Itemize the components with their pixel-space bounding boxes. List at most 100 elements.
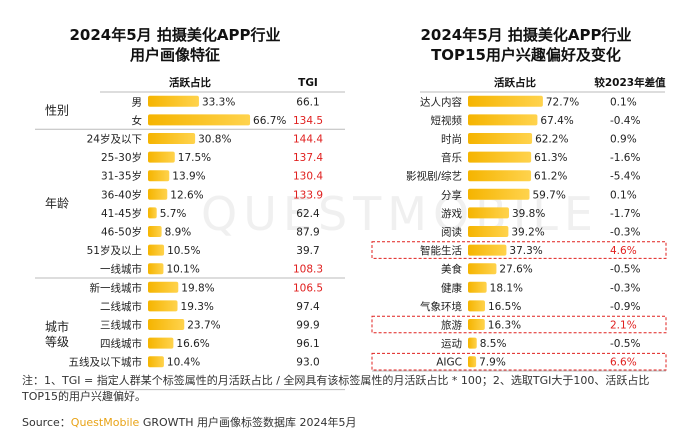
source-text: GROWTH 用户画像标签数据库 2024年5月 (139, 416, 357, 429)
left-col-header-active: 活跃占比 (169, 76, 211, 89)
right-category-label: AIGC (436, 357, 462, 369)
left-value-label: 66.7% (253, 115, 286, 127)
left-tgi-value: 144.4 (293, 134, 323, 146)
right-value-label: 72.7% (546, 96, 579, 108)
right-bar (468, 207, 509, 219)
left-bar (148, 95, 199, 107)
right-diff-value: -1.7% (610, 208, 640, 220)
right-category-label: 音乐 (441, 151, 462, 164)
left-category-label: 一线城市 (100, 263, 142, 276)
right-category-label: 旅游 (441, 319, 462, 332)
source-line: Source：QuestMobile GROWTH 用户画像标签数据库 2024… (22, 414, 357, 430)
left-category-label: 男 (132, 96, 143, 108)
right-value-label: 18.1% (490, 282, 523, 294)
right-diff-value: 2.1% (610, 320, 637, 332)
right-bar (468, 337, 477, 349)
left-tgi-value: 108.3 (293, 264, 323, 276)
left-tgi-value: 87.9 (296, 227, 319, 239)
left-category-label: 46-50岁 (101, 226, 142, 239)
right-diff-value: -1.6% (610, 152, 640, 164)
right-category-label: 阅读 (441, 226, 462, 239)
right-chart-title-line1: 2024年5月 拍摄美化APP行业 (420, 26, 631, 44)
left-tgi-value: 39.7 (296, 245, 319, 257)
right-col-header-diff: 较2023年差值 (594, 76, 666, 89)
right-bar (468, 95, 543, 107)
left-bar (148, 281, 179, 293)
right-value-label: 61.3% (534, 152, 567, 164)
left-value-label: 10.1% (166, 264, 199, 276)
footnote: 注：1、TGI = 指定人群某个标签属性的月活跃占比 / 全网具有该标签属性的月… (22, 374, 650, 403)
right-bar (468, 244, 507, 256)
right-highlight-box (371, 315, 667, 334)
left-bar (148, 207, 157, 219)
right-category-label: 影视剧/综艺 (406, 170, 462, 183)
right-bar (468, 281, 487, 293)
right-bar (468, 114, 538, 126)
left-col-header-tgi: TGI (298, 77, 318, 89)
left-value-label: 19.8% (181, 282, 214, 294)
right-chart-title-line2: TOP15用户兴趣偏好及变化 (431, 46, 621, 64)
right-bar (468, 319, 485, 330)
right-category-label: 美食 (441, 263, 462, 276)
right-diff-value: -5.4% (610, 171, 640, 183)
left-bar (148, 337, 174, 349)
right-diff-value: -0.5% (610, 338, 640, 350)
left-tgi-value: 96.1 (296, 338, 319, 350)
right-bar (468, 133, 533, 144)
left-category-label: 五线及以下城市 (69, 356, 143, 369)
left-category-label: 24岁及以下 (87, 133, 142, 146)
left-tgi-value: 106.5 (293, 282, 323, 294)
right-value-label: 8.5% (480, 338, 507, 350)
left-category-label: 41-45岁 (101, 207, 142, 220)
right-bar (468, 188, 530, 200)
right-diff-value: 0.1% (610, 189, 637, 201)
left-bar (148, 188, 168, 200)
left-bar (148, 244, 165, 256)
left-value-label: 5.7% (160, 208, 187, 220)
left-bar (148, 263, 164, 275)
right-diff-value: -0.4% (610, 115, 640, 127)
left-chart-title-line2: 用户画像特征 (130, 46, 220, 64)
right-bar-chart: 达人内容 72.7% 0.1% 短视频 67.4% -0.4% 时尚 62.2% 0.9% 音乐 6… (371, 91, 667, 372)
right-highlight-box (371, 241, 667, 259)
left-bar (148, 319, 185, 330)
right-value-label: 61.2% (534, 171, 567, 183)
left-chart-title-line1: 2024年5月 拍摄美化APP行业 (69, 26, 280, 44)
right-category-label: 游戏 (441, 207, 462, 220)
left-value-label: 30.8% (198, 134, 231, 146)
right-category-label: 分享 (441, 188, 462, 201)
left-tgi-value: 130.4 (293, 171, 323, 183)
left-tgi-value: 66.1 (296, 96, 319, 108)
left-value-label: 10.5% (167, 245, 200, 257)
left-tgi-value: 137.4 (293, 152, 323, 164)
left-value-label: 13.9% (172, 171, 205, 183)
right-value-label: 27.6% (499, 264, 532, 276)
right-bar (468, 170, 532, 182)
left-group-label: 城市等级 (45, 319, 69, 349)
right-value-label: 62.2% (535, 134, 568, 146)
right-value-label: 39.8% (512, 208, 545, 220)
left-category-label: 二线城市 (100, 300, 142, 313)
right-category-label: 短视频 (431, 114, 463, 127)
left-bar (148, 114, 251, 126)
right-bar (468, 151, 532, 163)
right-highlight-box (371, 352, 667, 371)
right-value-label: 16.5% (488, 301, 521, 313)
right-col-header-active: 活跃占比 (494, 76, 536, 89)
source-label: Source： (22, 416, 71, 429)
left-group-label: 年龄 (45, 197, 69, 211)
left-tgi-value: 133.9 (293, 189, 323, 201)
right-value-label: 37.3% (509, 245, 542, 257)
right-category-label: 气象环境 (420, 300, 462, 313)
right-value-label: 39.2% (511, 227, 544, 239)
right-diff-value: 0.9% (610, 134, 637, 146)
left-category-label: 四线城市 (100, 337, 142, 350)
right-value-label: 67.4% (540, 115, 573, 127)
left-bar (148, 133, 196, 144)
right-category-label: 达人内容 (420, 95, 462, 108)
left-bar (148, 356, 164, 368)
right-diff-value: 0.1% (610, 96, 637, 108)
right-diff-value: 4.6% (610, 245, 637, 257)
right-value-label: 16.3% (488, 320, 521, 332)
